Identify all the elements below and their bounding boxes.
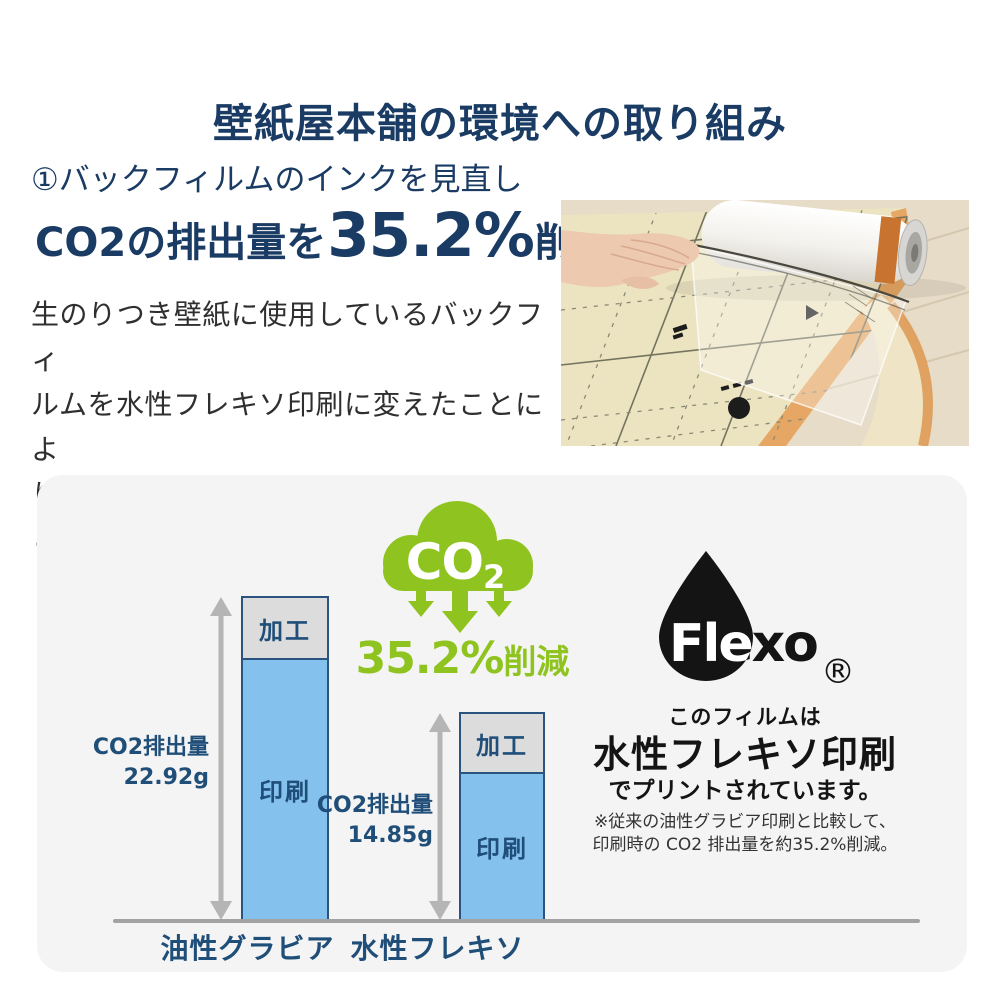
film-statement-line1: このフィルムは [668, 705, 822, 729]
headline-prefix: CO2の排出量を [35, 220, 327, 266]
bar-segment-processing: 加工 [243, 598, 327, 660]
film-print-marks [672, 305, 819, 419]
emission-range-arrow-left [210, 597, 232, 920]
droplet-icon [659, 551, 753, 681]
reduction-annotation: 35.2% 削減 [355, 633, 570, 684]
hand [561, 230, 700, 289]
bar-segment-processing: 加工 [461, 714, 543, 774]
bar-segment-printing: 印刷 [461, 774, 543, 919]
curled-sheet [861, 295, 931, 446]
reduction-suffix: 削減 [503, 642, 570, 681]
page-title: 壁紙屋本舗の環境への取り組み [213, 100, 787, 147]
bar-segment-printing: 印刷 [243, 660, 327, 919]
reduction-value: 35.2% [355, 633, 505, 684]
footnote: ※従来の油性グラビア印刷と比較して、 印刷時の CO2 排出量を約35.2%削減… [592, 812, 898, 855]
emission-amount-right: CO2排出量 14.85g [316, 793, 433, 848]
down-arrow-icon [486, 589, 512, 617]
segment-label: 印刷 [476, 835, 528, 863]
category-label-water-flexo: 水性フレキソ [350, 932, 525, 965]
flexo-brand-text: Flexo [669, 614, 817, 674]
flexo-logo: Flexo Flexo ® [659, 551, 855, 690]
segment-label: 加工 [259, 616, 311, 645]
wallpaper-film-photo-illustration [561, 200, 969, 446]
flexo-brand-text-knockout: Flexo [669, 614, 817, 674]
emission-amount-left: CO2排出量 22.92g [92, 735, 209, 790]
film-statement-line3: でプリントされています。 [608, 778, 882, 804]
emission-range-arrow-right [429, 713, 451, 920]
registered-trademark-icon: ® [821, 652, 855, 690]
wallpaper-roll [701, 200, 928, 287]
film-wrinkles [844, 285, 876, 323]
down-arrow-icon [442, 589, 478, 633]
eco-comparison-panel: CO2 35.2% 削減 Flexo Flexo ® このフィルムは 水性フレキ… [37, 475, 967, 972]
section-1-heading: ①バックフィルムのインクを見直し [31, 162, 523, 198]
category-label-oil-gravure: 油性グラビア [160, 932, 335, 965]
co2-cloud-icon: CO2 [383, 501, 533, 633]
headline-value: 35.2% [327, 200, 535, 271]
down-arrow-icon [408, 589, 434, 617]
clear-film [690, 244, 907, 426]
co2-reduction-headline: CO2の排出量を 35.2% 削減 [35, 200, 615, 271]
bar-water-flexo: 加工 印刷 [459, 712, 545, 921]
chart-baseline-axis [113, 919, 920, 923]
wallpaper-film-photo [561, 200, 969, 446]
film-statement-line2: 水性フレキソ印刷 [593, 733, 897, 776]
segment-label: 印刷 [259, 778, 311, 806]
svg-text:CO2: CO2 [406, 533, 504, 596]
segment-label: 加工 [476, 731, 528, 760]
roll-orange-band [874, 216, 902, 284]
bar-oil-gravure: 加工 印刷 [241, 596, 329, 921]
